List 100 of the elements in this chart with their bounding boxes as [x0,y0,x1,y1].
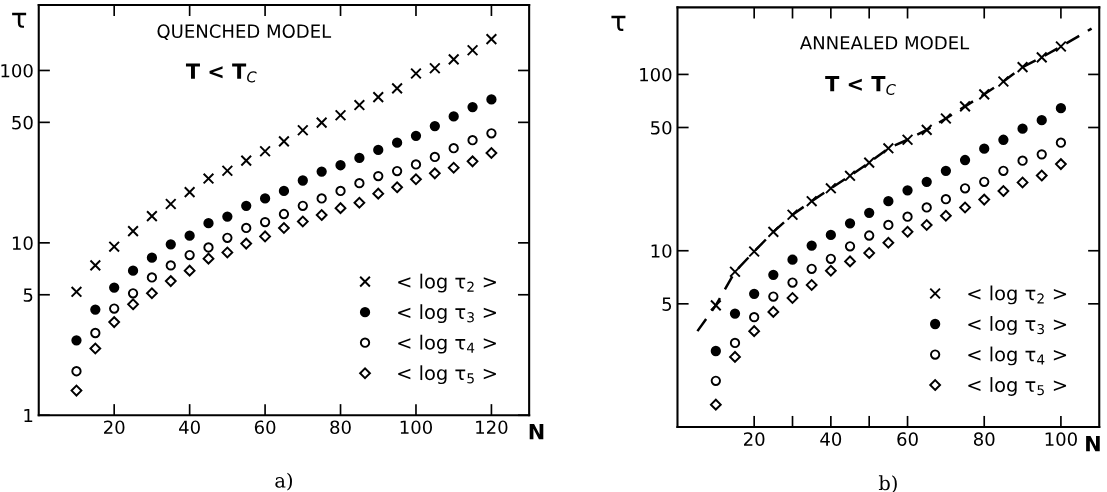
point [221,164,234,177]
point [767,306,780,318]
point [183,264,196,277]
point [729,351,741,363]
point [90,327,101,339]
point [428,167,441,180]
y-tick-label: 5 [662,297,672,311]
x-tick-label: 40 [179,420,200,435]
point [315,209,328,221]
point [710,345,721,357]
point [805,195,818,208]
point [844,218,856,229]
point [920,124,933,136]
point [448,143,459,154]
point [202,172,215,185]
legend-label: < log τ$_{2}$ > [968,285,1067,305]
point [710,375,721,386]
point [391,181,403,194]
legend-label: < log τ$_{3}$ > [398,304,496,324]
point [940,165,952,176]
point [353,99,366,111]
point [183,186,196,198]
point [787,254,798,265]
point [372,91,385,103]
y-tick-label: 10 [12,236,33,250]
point [902,185,913,196]
point [221,246,234,259]
x-tick-label: 40 [820,432,842,446]
point [979,143,990,154]
point [447,161,460,174]
point [883,219,894,231]
point [748,245,760,258]
point [997,185,1010,197]
point [729,337,741,349]
point [767,226,780,238]
point [997,75,1010,88]
point [844,241,856,252]
point [998,134,1009,145]
point [203,218,214,229]
point [805,279,818,291]
point [786,208,799,221]
point [844,169,856,182]
point [429,62,441,75]
point [127,265,139,276]
point [315,116,328,129]
point [391,82,403,95]
x-tick-label: 80 [973,432,995,446]
point [882,142,895,155]
point [316,193,327,204]
point [71,335,82,346]
point [940,194,952,205]
point [165,260,176,271]
point [863,247,876,259]
y-tick-label: 100 [640,67,672,82]
point [466,44,479,57]
point [901,133,914,146]
point [296,124,309,137]
point [1017,155,1028,166]
point [1035,169,1048,182]
point [278,185,290,197]
x-axis-title: N [529,424,544,440]
y-tick-label: 50 [12,115,33,130]
point [729,265,741,278]
point [710,299,722,312]
point [978,193,991,206]
point [824,264,837,277]
point [786,292,799,304]
point [748,325,761,338]
point [863,156,876,169]
point [466,155,479,168]
point [729,308,741,319]
point [410,130,422,141]
annotation: T < T$_{C}$ [825,76,896,95]
point [709,398,722,411]
point [184,249,195,261]
text: a) [275,472,292,491]
point [109,282,120,293]
point [486,128,497,139]
point [259,230,271,243]
point [485,147,498,159]
point [1017,123,1028,134]
point [146,272,158,283]
y-tick-label: 100 [1,63,33,78]
point [1055,103,1067,114]
y-tick-label: 5 [23,288,33,302]
point [70,384,83,397]
point [787,277,798,288]
point [1036,115,1047,126]
point [278,222,290,234]
point [165,239,176,250]
point [297,200,308,211]
point [429,120,440,132]
point [1055,40,1067,53]
x-tick-label: 100 [1045,432,1077,446]
point [959,154,971,166]
point [902,211,913,222]
point [241,200,252,211]
point [901,225,914,238]
point [164,198,177,210]
point [259,216,271,228]
